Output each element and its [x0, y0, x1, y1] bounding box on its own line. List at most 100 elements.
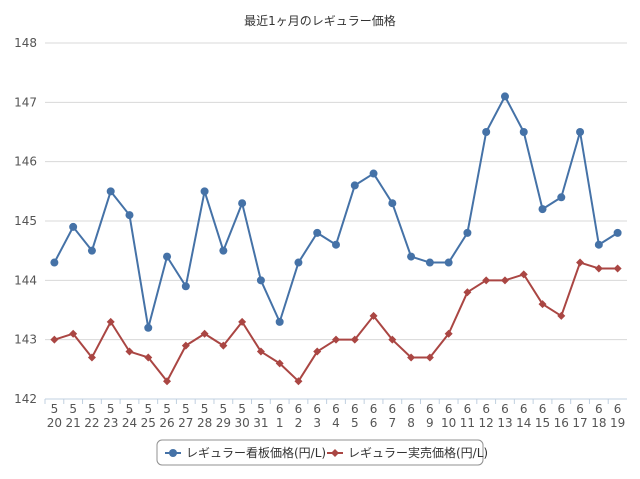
x-tick-day: 31 — [253, 416, 268, 430]
x-tick-month: 5 — [88, 402, 96, 416]
data-point[interactable] — [275, 317, 284, 326]
data-point[interactable] — [557, 311, 566, 320]
data-point[interactable] — [294, 258, 303, 267]
data-point[interactable] — [87, 246, 96, 255]
data-point[interactable] — [219, 341, 228, 350]
data-point[interactable] — [144, 323, 153, 332]
data-point[interactable] — [594, 240, 603, 249]
x-tick-day: 25 — [141, 416, 156, 430]
data-point[interactable] — [369, 311, 378, 320]
legend: レギュラー看板価格(円/L) レギュラー実売価格(円/L) — [156, 439, 488, 466]
data-point[interactable] — [576, 258, 585, 267]
data-point[interactable] — [181, 341, 190, 350]
x-tick-month: 6 — [426, 402, 434, 416]
x-tick-day: 23 — [103, 416, 118, 430]
data-point[interactable] — [350, 335, 359, 344]
x-tick-day: 15 — [535, 416, 550, 430]
x-tick-day: 7 — [389, 416, 397, 430]
series-2 — [50, 258, 622, 386]
data-point[interactable] — [275, 359, 284, 368]
data-point[interactable] — [181, 282, 190, 291]
x-tick-day: 30 — [234, 416, 249, 430]
x-tick-day: 26 — [159, 416, 174, 430]
data-point[interactable] — [238, 199, 247, 208]
data-point[interactable] — [125, 347, 134, 356]
data-point[interactable] — [407, 353, 416, 362]
data-point[interactable] — [313, 228, 322, 237]
x-tick-month: 6 — [614, 402, 622, 416]
data-point[interactable] — [594, 264, 603, 273]
x-tick-month: 6 — [482, 402, 490, 416]
x-tick-month: 6 — [539, 402, 547, 416]
data-point[interactable] — [332, 240, 340, 249]
data-point[interactable] — [256, 347, 265, 356]
data-point[interactable] — [500, 276, 509, 285]
legend-marker-series-1 — [169, 449, 177, 457]
data-point[interactable] — [388, 199, 397, 208]
series-line — [53, 95, 619, 329]
data-point[interactable] — [519, 270, 528, 279]
x-tick-month: 6 — [313, 402, 321, 416]
x-tick-day: 18 — [591, 416, 606, 430]
x-tick-month: 6 — [557, 402, 565, 416]
data-point[interactable] — [69, 329, 78, 338]
legend-item-series-2[interactable]: レギュラー実売価格(円/L) — [327, 445, 488, 460]
data-point[interactable] — [425, 258, 434, 267]
data-point[interactable] — [332, 335, 340, 344]
data-point[interactable] — [163, 377, 172, 386]
data-point[interactable] — [576, 128, 585, 136]
x-tick-day: 19 — [610, 416, 625, 430]
data-point[interactable] — [238, 317, 247, 326]
x-tick-month: 6 — [407, 402, 415, 416]
data-point[interactable] — [500, 92, 509, 101]
x-tick-month: 5 — [257, 402, 265, 416]
data-point[interactable] — [69, 222, 78, 231]
x-tick-day: 14 — [516, 416, 531, 430]
data-point[interactable] — [538, 300, 547, 309]
data-point[interactable] — [519, 128, 528, 136]
data-point[interactable] — [444, 258, 453, 267]
data-point[interactable] — [425, 353, 434, 362]
data-point[interactable] — [144, 353, 153, 362]
x-tick-month: 6 — [576, 402, 584, 416]
data-point[interactable] — [463, 288, 472, 297]
x-tick-month: 5 — [220, 402, 228, 416]
data-point[interactable] — [463, 228, 472, 237]
data-point[interactable] — [407, 252, 416, 261]
x-tick-month: 5 — [126, 402, 134, 416]
data-point[interactable] — [106, 317, 115, 326]
data-point[interactable] — [125, 211, 134, 220]
data-point[interactable] — [106, 187, 115, 196]
data-point[interactable] — [369, 169, 378, 178]
data-point[interactable] — [538, 205, 547, 214]
data-point[interactable] — [294, 377, 303, 386]
data-point[interactable] — [613, 228, 622, 237]
x-tick-month: 6 — [464, 402, 472, 416]
data-point[interactable] — [50, 258, 59, 267]
y-tick-label: 148 — [14, 36, 37, 50]
data-point[interactable] — [482, 128, 491, 136]
data-point[interactable] — [200, 329, 209, 338]
x-tick-day: 22 — [84, 416, 99, 430]
data-point[interactable] — [482, 276, 491, 285]
x-tick-month: 6 — [501, 402, 509, 416]
data-point[interactable] — [87, 353, 96, 362]
series-1 — [50, 92, 622, 332]
data-point[interactable] — [200, 187, 209, 196]
data-point[interactable] — [256, 276, 265, 285]
data-point[interactable] — [313, 347, 322, 356]
data-point[interactable] — [219, 246, 228, 255]
legend-box — [156, 439, 484, 466]
data-point[interactable] — [350, 181, 359, 190]
data-point[interactable] — [613, 264, 622, 273]
y-tick-label: 145 — [14, 214, 37, 228]
data-point[interactable] — [163, 252, 172, 261]
data-point[interactable] — [444, 329, 453, 338]
data-point[interactable] — [557, 193, 566, 202]
data-point[interactable] — [50, 335, 59, 344]
data-point[interactable] — [388, 335, 397, 344]
x-tick-month: 6 — [370, 402, 378, 416]
y-tick-label: 143 — [14, 333, 37, 347]
legend-item-series-1[interactable]: レギュラー看板価格(円/L) — [165, 445, 326, 460]
